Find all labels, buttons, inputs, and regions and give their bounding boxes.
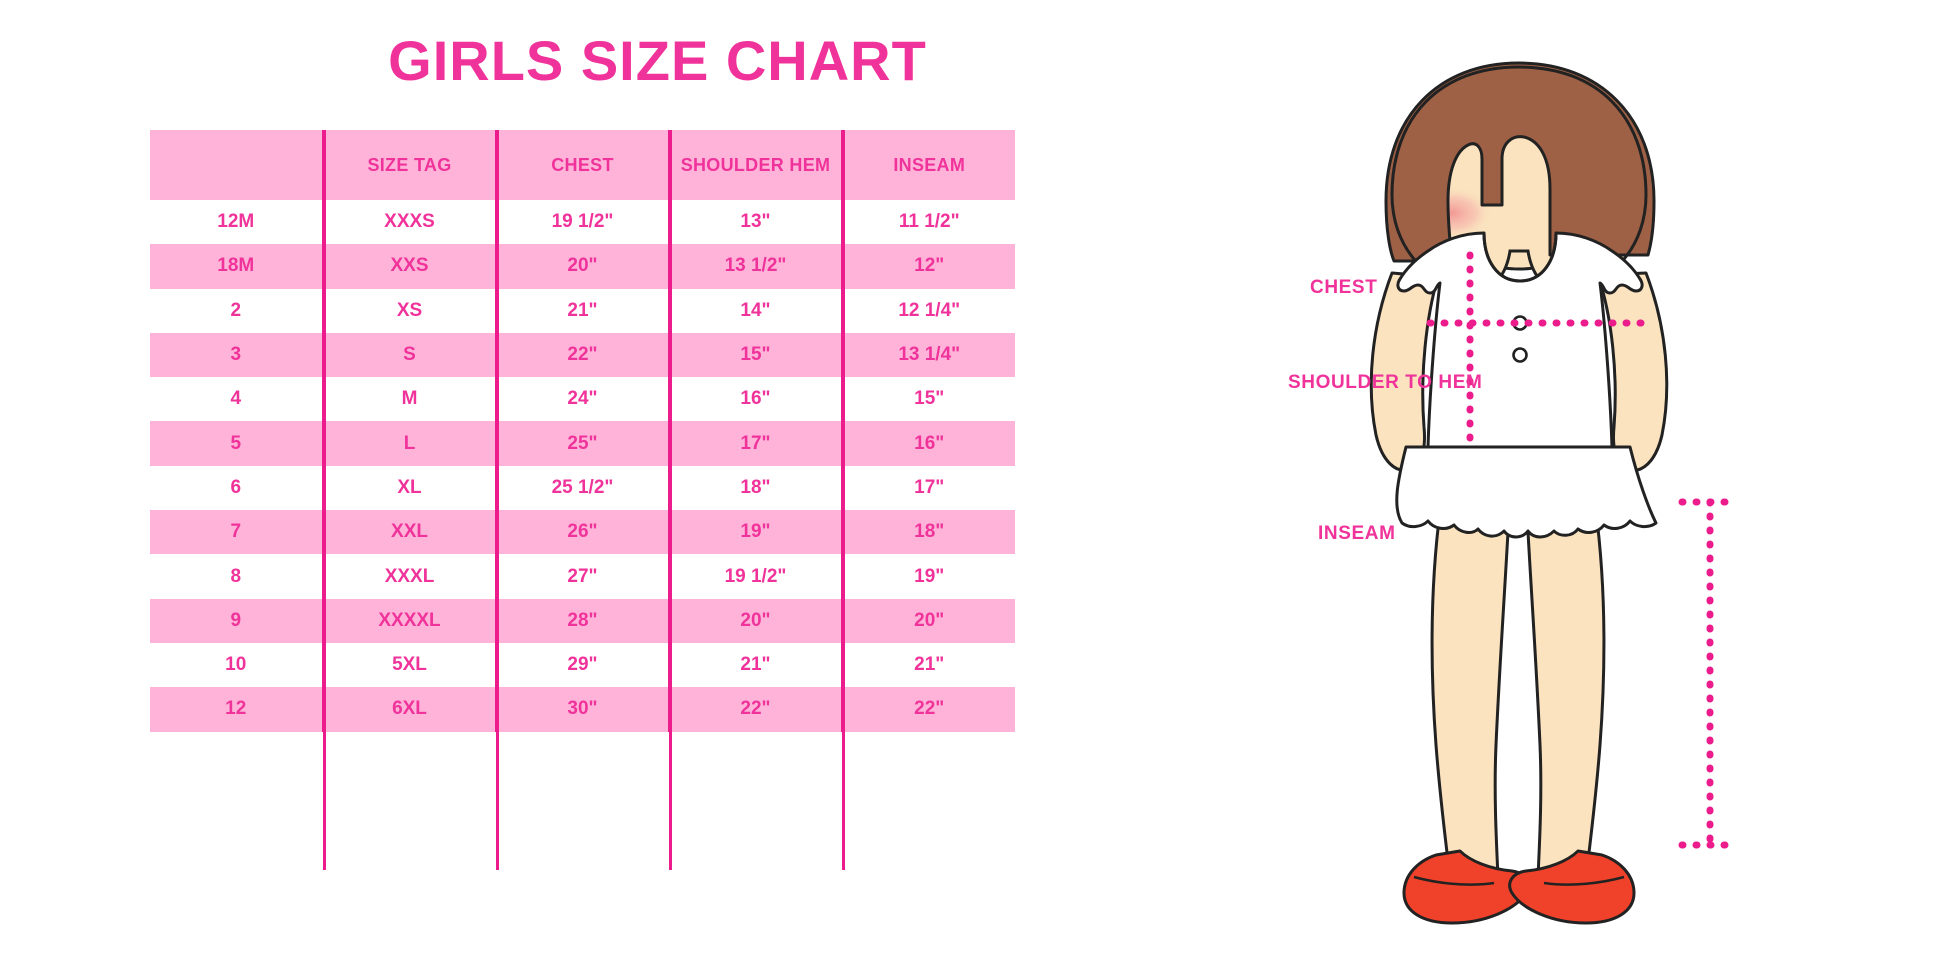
cell-size-tag: XXL [321,510,496,555]
cell-shoulder-hem: 22" [667,687,842,732]
hair-illustration [1384,61,1656,263]
cell-size: 18M [217,255,255,277]
cell-inseam: 21" [840,642,1015,688]
column-header-size [150,130,323,200]
shoes-illustration [1402,849,1636,925]
column-header-inseam: INSEAM [840,130,1015,200]
cell-size-tag: XS [321,288,496,333]
cell-chest: 22" [494,332,669,378]
cell-shoulder-hem: 19" [667,510,842,555]
cell-inseam: 11 1/2" [840,200,1015,245]
label-chest: CHEST [1310,277,1378,298]
table-row: 12M XXXS 19 1/2" 13" 11 1/2" [150,200,1015,245]
size-chart-table-container: SIZE TAG CHEST SHOULDER HEM INSEAM 12M X… [150,130,1015,732]
column-header-shoulder-hem: SHOULDER HEM [667,130,842,200]
cell-inseam: 19" [840,554,1015,599]
cell-size: 5 [230,432,242,454]
cell-inseam: 13 1/4" [840,332,1015,378]
cell-chest: 25 1/2" [494,465,669,511]
cell-shoulder-hem: 13 1/2" [667,244,842,289]
column-divider-2 [496,130,499,870]
column-divider-1 [323,130,326,870]
cell-size: 7 [230,521,242,543]
skirt-illustration [1395,445,1658,539]
cell-size: 12M [217,211,255,233]
inseam-measure-line [1678,498,1738,849]
table-row: 7 XXL 26" 19" 18" [150,510,1015,555]
cell-shoulder-hem: 21" [667,642,842,688]
cell-shoulder-hem: 15" [667,332,842,378]
table-row: 10 5XL 29" 21" 21" [150,642,1015,688]
column-divider-4 [842,130,845,870]
cell-chest: 30" [494,687,669,732]
cell-inseam: 12" [840,244,1015,289]
cell-size: 10 [225,654,247,676]
column-header-chest: CHEST [494,130,669,200]
cell-size: 3 [230,344,242,366]
cell-chest: 29" [494,642,669,688]
cell-size: 8 [230,565,242,587]
table-row: 3 S 22" 15" 13 1/4" [150,332,1015,378]
cell-size: 12 [225,698,247,720]
cell-shoulder-hem: 20" [667,598,842,643]
cell-size-tag: XXS [321,244,496,289]
cell-size: 4 [230,388,242,410]
cell-inseam: 22" [840,687,1015,732]
cell-chest: 25" [494,421,669,466]
cell-chest: 20" [494,244,669,289]
legs-illustration [1430,488,1606,879]
cell-inseam: 12 1/4" [840,288,1015,333]
cell-size: 2 [230,299,242,321]
cell-inseam: 16" [840,421,1015,466]
table-row: 5 L 25" 17" 16" [150,421,1015,466]
table-row: 18M XXS 20" 13 1/2" 12" [150,244,1015,289]
cell-shoulder-hem: 14" [667,288,842,333]
cell-inseam: 15" [840,377,1015,422]
button-bottom [1512,347,1528,363]
cell-shoulder-hem: 16" [667,377,842,422]
cell-chest: 19 1/2" [494,200,669,245]
table-row: 6 XL 25 1/2" 18" 17" [150,465,1015,511]
cell-chest: 26" [494,510,669,555]
size-chart-table: SIZE TAG CHEST SHOULDER HEM INSEAM 12M X… [150,130,1015,732]
cell-size-tag: 6XL [321,687,496,732]
cell-inseam: 18" [840,510,1015,555]
cell-inseam: 20" [840,598,1015,643]
measurement-illustration [1330,55,1946,955]
table-row: 12 6XL 30" 22" 22" [150,687,1015,732]
cell-size-tag: XL [321,465,496,511]
cell-shoulder-hem: 18" [667,465,842,511]
cell-size-tag: XXXL [321,554,496,599]
cell-chest: 21" [494,288,669,333]
cell-chest: 24" [494,377,669,422]
label-shoulder-to-hem: SHOULDER TO HEM [1288,372,1483,393]
table-row: 4 M 24" 16" 15" [150,377,1015,422]
cell-size-tag: L [321,421,496,466]
label-inseam: INSEAM [1318,523,1396,544]
table-header-row: SIZE TAG CHEST SHOULDER HEM INSEAM [150,130,1015,200]
table-row: 8 XXXL 27" 19 1/2" 19" [150,554,1015,599]
cell-shoulder-hem: 17" [667,421,842,466]
cell-shoulder-hem: 19 1/2" [667,554,842,599]
column-header-size-tag: SIZE TAG [321,130,496,200]
cell-size-tag: 5XL [321,642,496,688]
cell-size: 9 [230,609,242,631]
cell-shoulder-hem: 13" [667,200,842,245]
table-row: 9 XXXXL 28" 20" 20" [150,598,1015,643]
table-row: 2 XS 21" 14" 12 1/4" [150,288,1015,333]
top-illustration [1396,231,1644,449]
column-divider-3 [669,130,672,870]
cell-chest: 28" [494,598,669,643]
cell-size-tag: XXXXL [321,598,496,643]
cell-inseam: 17" [840,465,1015,511]
cell-size-tag: M [321,377,496,422]
cell-size-tag: XXXS [321,200,496,245]
cell-size: 6 [230,476,242,498]
cell-chest: 27" [494,554,669,599]
page-title: GIRLS SIZE CHART [388,29,927,92]
cell-size-tag: S [321,332,496,378]
